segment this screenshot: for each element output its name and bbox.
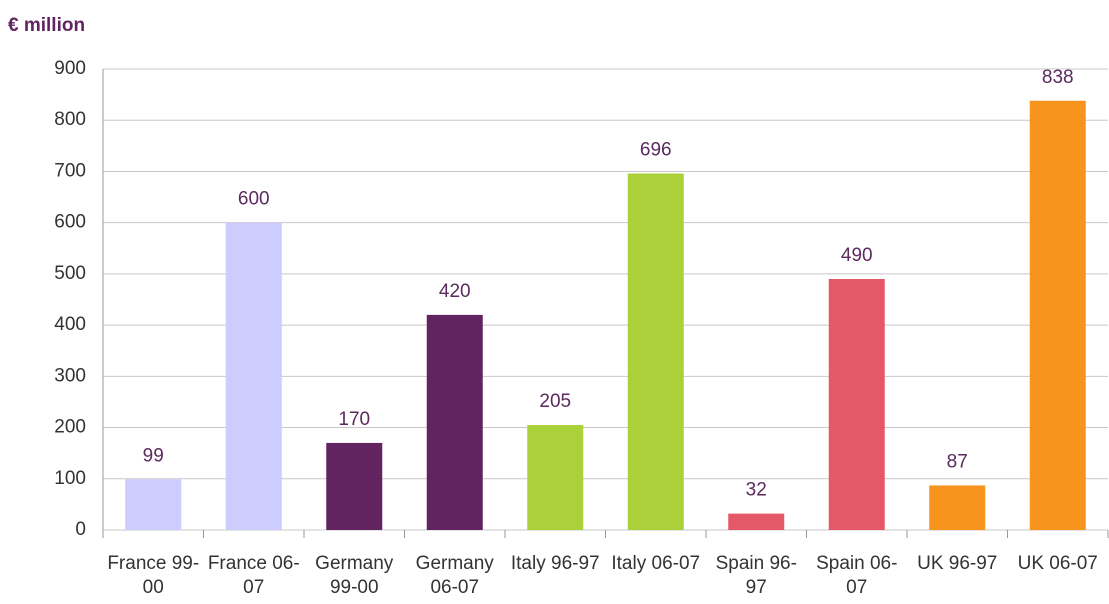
x-tick-label: France 06-07 xyxy=(207,553,300,598)
value-label: 205 xyxy=(539,391,571,412)
x-tick-label: Germany 06-07 xyxy=(415,553,494,598)
value-label: 420 xyxy=(439,281,471,302)
value-label: 87 xyxy=(947,451,968,472)
value-label: 696 xyxy=(640,140,672,161)
x-tick-label: Italy 96-97 xyxy=(510,553,600,574)
x-tick-label: UK 96-97 xyxy=(917,553,998,574)
bar xyxy=(728,513,785,530)
y-tick-label: 200 xyxy=(54,417,86,438)
bar xyxy=(426,314,483,530)
chart-title: € million xyxy=(8,15,85,36)
bar xyxy=(326,442,383,530)
x-tick-label: France 99-00 xyxy=(107,553,200,598)
value-label: 170 xyxy=(338,409,370,430)
x-tick-label: Spain 96-97 xyxy=(715,553,797,598)
bar xyxy=(527,424,584,530)
y-tick-label: 400 xyxy=(54,314,86,335)
x-tick-label: Spain 06-07 xyxy=(816,553,898,598)
value-label: 838 xyxy=(1042,67,1074,88)
value-label: 32 xyxy=(746,480,767,501)
x-tick-label: UK 06-07 xyxy=(1017,553,1098,574)
x-tick-label: Germany 99-00 xyxy=(315,553,394,598)
bar xyxy=(225,222,282,530)
y-tick-label: 700 xyxy=(54,160,86,181)
y-tick-label: 500 xyxy=(54,263,86,284)
y-tick-label: 0 xyxy=(75,519,86,540)
value-label: 99 xyxy=(143,445,164,466)
x-tick-label: Italy 06-07 xyxy=(611,553,701,574)
value-label: 600 xyxy=(238,189,270,210)
y-tick-label: 800 xyxy=(54,109,86,130)
bar xyxy=(1029,100,1086,530)
bar xyxy=(828,279,885,530)
bar xyxy=(125,479,182,530)
bar xyxy=(627,173,684,530)
y-tick-label: 100 xyxy=(54,468,86,489)
y-tick-label: 300 xyxy=(54,365,86,386)
bar xyxy=(929,485,986,530)
y-tick-label: 900 xyxy=(54,58,86,79)
value-label: 490 xyxy=(841,245,873,266)
y-tick-label: 600 xyxy=(54,212,86,233)
